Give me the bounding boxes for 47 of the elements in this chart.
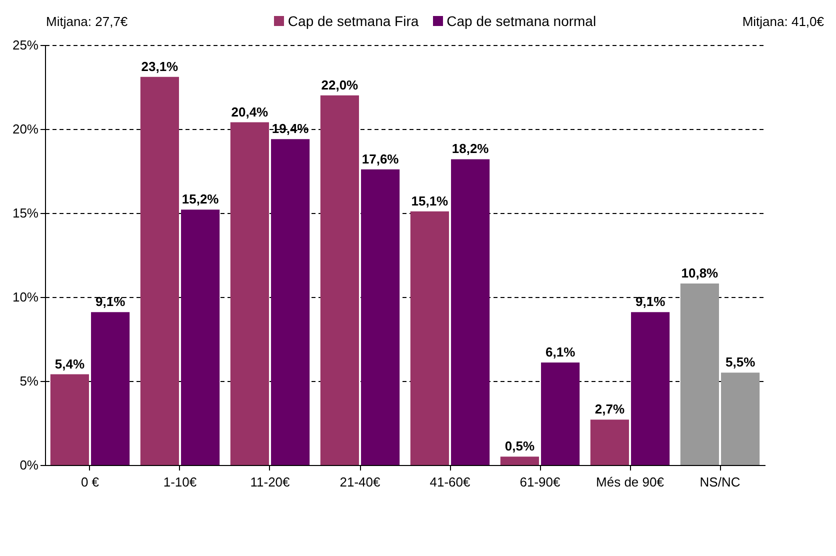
- y-tick-label: 0%: [20, 458, 39, 472]
- data-label: 15,1%: [411, 193, 449, 208]
- bar: [361, 169, 400, 465]
- x-tick-label: 21-40€: [340, 474, 382, 490]
- x-tick-label: 11-20€: [250, 474, 291, 490]
- x-tick-label: Més de 90€: [596, 474, 665, 490]
- legend-label: Cap de setmana Fira: [286, 13, 419, 29]
- data-label: 17,6%: [362, 151, 400, 166]
- bar: [410, 211, 449, 465]
- bar: [91, 312, 130, 465]
- bar: [541, 362, 580, 465]
- bar: [721, 372, 760, 465]
- bar: [50, 374, 89, 465]
- y-tick-label: 5%: [20, 374, 39, 388]
- y-tick-label: 10%: [12, 290, 39, 304]
- data-label: 15,2%: [182, 192, 220, 207]
- data-label: 18,2%: [452, 141, 490, 156]
- x-tick-label: 0 €: [80, 474, 100, 490]
- x-tick-label: 1-10€: [163, 474, 198, 490]
- bar: [320, 95, 359, 465]
- data-label: 2,7%: [594, 402, 625, 417]
- bar: [680, 284, 719, 465]
- data-label: 20,4%: [231, 104, 269, 120]
- data-label: 22,0%: [321, 77, 359, 92]
- x-tick-label: 61-90€: [520, 474, 562, 490]
- data-label: 6,1%: [545, 344, 576, 360]
- y-tick-label: 25%: [12, 38, 39, 52]
- data-label: 23,1%: [141, 58, 179, 74]
- x-tick-label: NS/NC: [700, 474, 740, 490]
- legend-label: Cap de setmana normal: [446, 13, 596, 29]
- bar: [631, 312, 670, 465]
- text: Mitjana: 27,7€: [46, 14, 128, 28]
- x-tick-label: 41-60€: [430, 474, 472, 490]
- data-label: 5,5%: [725, 354, 756, 370]
- text: Mitjana: 41,0€: [742, 14, 824, 28]
- data-label: 10,8%: [681, 266, 719, 281]
- y-tick-label: 15%: [12, 206, 39, 220]
- bar: [590, 420, 629, 465]
- data-label: 5,4%: [54, 356, 85, 372]
- bar: [500, 456, 539, 465]
- bar: [140, 76, 179, 465]
- bar: [451, 159, 490, 465]
- bar: [271, 139, 310, 465]
- bar: [181, 210, 220, 465]
- bar: [230, 122, 269, 465]
- data-label: 0,5%: [504, 438, 535, 454]
- y-tick-label: 20%: [12, 122, 39, 136]
